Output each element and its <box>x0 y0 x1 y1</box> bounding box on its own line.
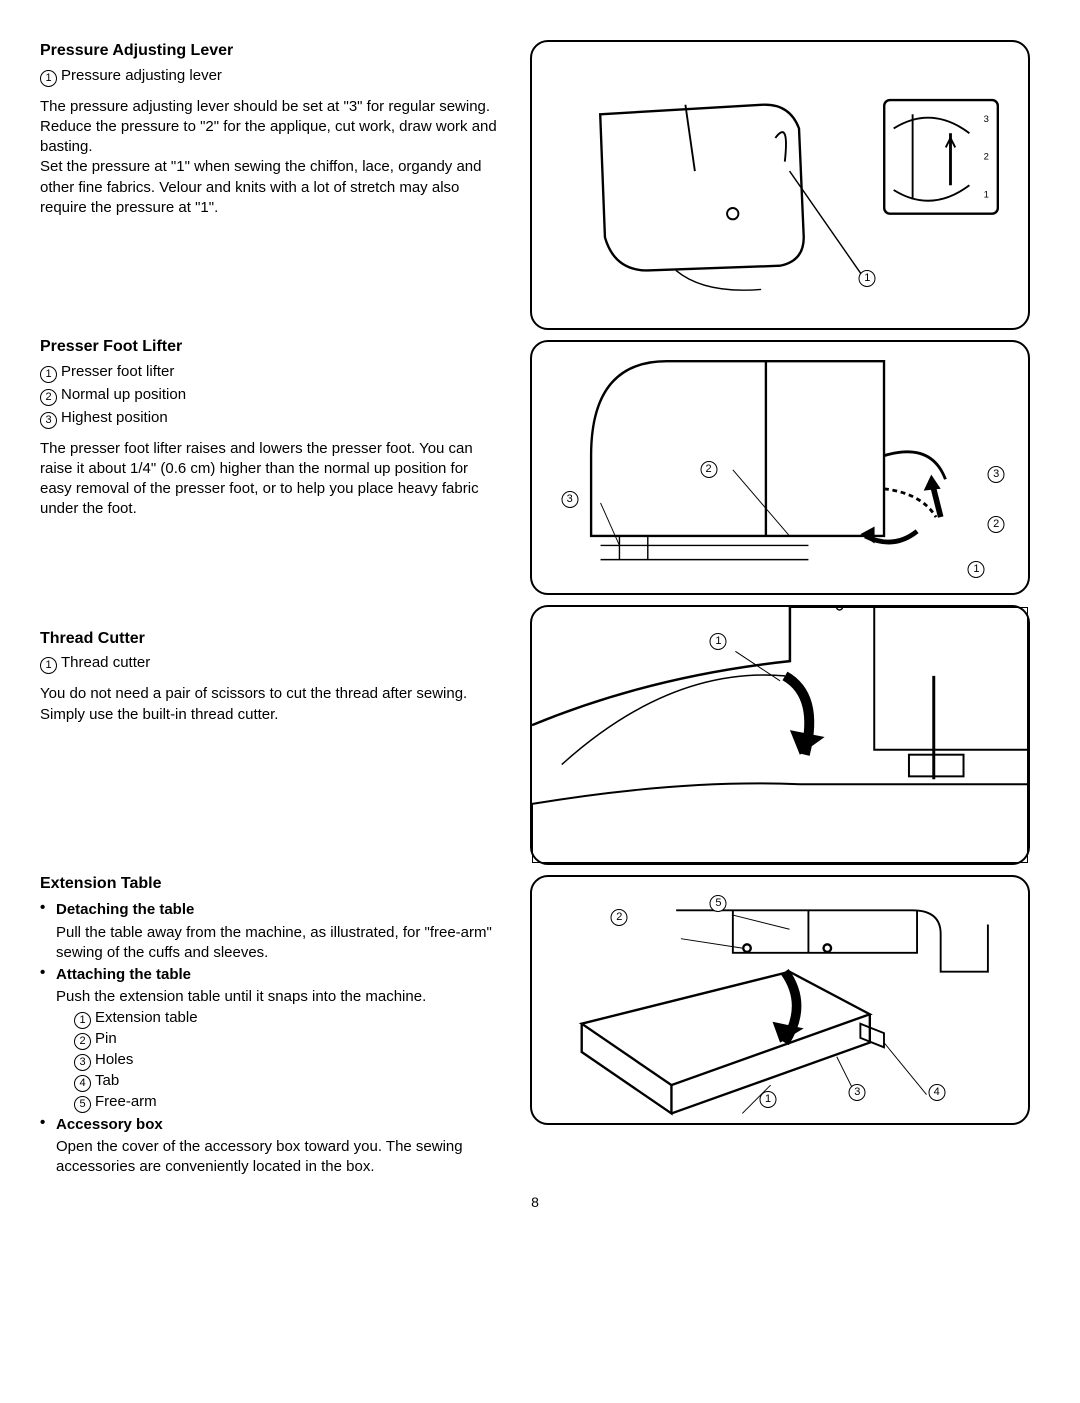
circled-number: 4 <box>74 1075 91 1092</box>
callout: 1Thread cutter <box>40 653 500 674</box>
circled-number: 3 <box>849 1084 866 1101</box>
figure-callout-label: 2 <box>611 906 632 926</box>
section-lifter: Presser Foot Lifter 1Presser foot lifter… <box>40 336 500 520</box>
callout: 3Holes <box>74 1050 426 1071</box>
circled-number: 1 <box>760 1091 777 1108</box>
svg-text:3: 3 <box>984 114 989 125</box>
figure-callout-label: 5 <box>710 892 731 912</box>
figure-callout-label: 1 <box>710 630 731 650</box>
callout-label: Presser foot lifter <box>61 363 174 380</box>
bullet-icon: • <box>40 1113 56 1178</box>
paragraph: Set the pressure at "1" when sewing the … <box>40 157 500 218</box>
cutter-illustration <box>532 607 1028 863</box>
subheading: Attaching the table <box>56 965 426 985</box>
callout: 5Free-arm <box>74 1092 426 1113</box>
callout-label: Highest position <box>61 409 168 426</box>
callout: 1Presser foot lifter <box>40 362 500 383</box>
heading-pressure: Pressure Adjusting Lever <box>40 40 500 62</box>
figure-lifter: 2 3 3 2 1 <box>530 340 1030 595</box>
callout-label: Holes <box>95 1051 133 1068</box>
bullet-icon: • <box>40 898 56 963</box>
circled-number: 2 <box>988 516 1005 533</box>
spacer <box>40 733 500 873</box>
figure-pressure: 3 2 1 1 <box>530 40 1030 330</box>
text-column: Pressure Adjusting Lever 1Pressure adjus… <box>40 40 500 1185</box>
callout-label: Thread cutter <box>61 654 150 671</box>
callout: 2Pin <box>74 1029 426 1050</box>
paragraph: Reduce the pressure to "2" for the appli… <box>40 117 500 158</box>
callout-label: Pressure adjusting lever <box>61 67 222 84</box>
circled-number: 1 <box>968 561 985 578</box>
paragraph: The presser foot lifter raises and lower… <box>40 439 500 520</box>
circled-number: 2 <box>40 389 57 406</box>
callout-label: Tab <box>95 1072 119 1089</box>
circled-number: 5 <box>710 895 727 912</box>
figure-callout-label: 3 <box>849 1081 870 1101</box>
paragraph: Push the extension table until it snaps … <box>56 987 426 1007</box>
figure-extension: 2 5 1 3 4 <box>530 875 1030 1125</box>
circled-number: 2 <box>74 1033 91 1050</box>
circled-number: 1 <box>40 70 57 87</box>
circled-number: 3 <box>561 491 578 508</box>
paragraph: Open the cover of the accessory box towa… <box>56 1137 500 1178</box>
subsection-accessory: • Accessory box Open the cover of the ac… <box>40 1113 500 1178</box>
callout: 3Highest position <box>40 408 500 429</box>
spacer <box>40 226 500 336</box>
callout-label: Free-arm <box>95 1093 157 1110</box>
subsection-detaching: • Detaching the table Pull the table awa… <box>40 898 500 963</box>
heading-extension: Extension Table <box>40 873 500 895</box>
subsection-attaching: • Attaching the table Push the extension… <box>40 963 500 1113</box>
circled-number: 3 <box>40 412 57 429</box>
figure-callout-label: 1 <box>760 1088 781 1108</box>
callout-label: Extension table <box>95 1009 198 1026</box>
figure-callout-label: 3 <box>988 463 1009 483</box>
circled-number: 1 <box>859 270 876 287</box>
pressure-illustration: 3 2 1 <box>542 48 1018 323</box>
lifter-illustration <box>542 347 1018 588</box>
manual-page: Pressure Adjusting Lever 1Pressure adjus… <box>40 40 1040 1212</box>
paragraph: Pull the table away from the machine, as… <box>56 923 500 964</box>
callout: 4Tab <box>74 1071 426 1092</box>
callout-label: Pin <box>95 1030 117 1047</box>
circled-number: 3 <box>988 466 1005 483</box>
figure-callout-label: 2 <box>988 513 1009 533</box>
page-number: 8 <box>40 1193 1030 1212</box>
figure-callout-label: 1 <box>859 267 880 287</box>
bullet-icon: • <box>40 963 56 1113</box>
figure-callout-label: 4 <box>928 1081 949 1101</box>
paragraph: You do not need a pair of scissors to cu… <box>40 684 500 725</box>
circled-number: 1 <box>74 1012 91 1029</box>
circled-number: 5 <box>74 1096 91 1113</box>
subheading: Accessory box <box>56 1115 500 1135</box>
circled-number: 3 <box>74 1054 91 1071</box>
paragraph: The pressure adjusting lever should be s… <box>40 97 500 117</box>
circled-number: 2 <box>700 461 717 478</box>
heading-cutter: Thread Cutter <box>40 628 500 650</box>
spacer <box>40 528 500 628</box>
section-extension: Extension Table • Detaching the table Pu… <box>40 873 500 1178</box>
subheading: Detaching the table <box>56 900 500 920</box>
circled-number: 2 <box>611 909 628 926</box>
callout: 1Pressure adjusting lever <box>40 66 500 87</box>
svg-text:2: 2 <box>984 151 989 162</box>
callout: 2Normal up position <box>40 385 500 406</box>
section-pressure: Pressure Adjusting Lever 1Pressure adjus… <box>40 40 500 218</box>
figure-callout-label: 2 <box>700 458 721 478</box>
circled-number: 1 <box>40 366 57 383</box>
heading-lifter: Presser Foot Lifter <box>40 336 500 358</box>
callout-label: Normal up position <box>61 386 186 403</box>
figure-callout-label: 1 <box>968 558 989 578</box>
figure-cutter: 1 <box>530 605 1030 865</box>
svg-text:1: 1 <box>984 189 989 200</box>
circled-number: 4 <box>928 1084 945 1101</box>
circled-number: 1 <box>40 657 57 674</box>
circled-number: 1 <box>710 633 727 650</box>
figure-column: 3 2 1 1 <box>530 40 1030 1185</box>
callout: 1Extension table <box>74 1008 426 1029</box>
figure-callout-label: 3 <box>561 488 582 508</box>
section-cutter: Thread Cutter 1Thread cutter You do not … <box>40 628 500 725</box>
